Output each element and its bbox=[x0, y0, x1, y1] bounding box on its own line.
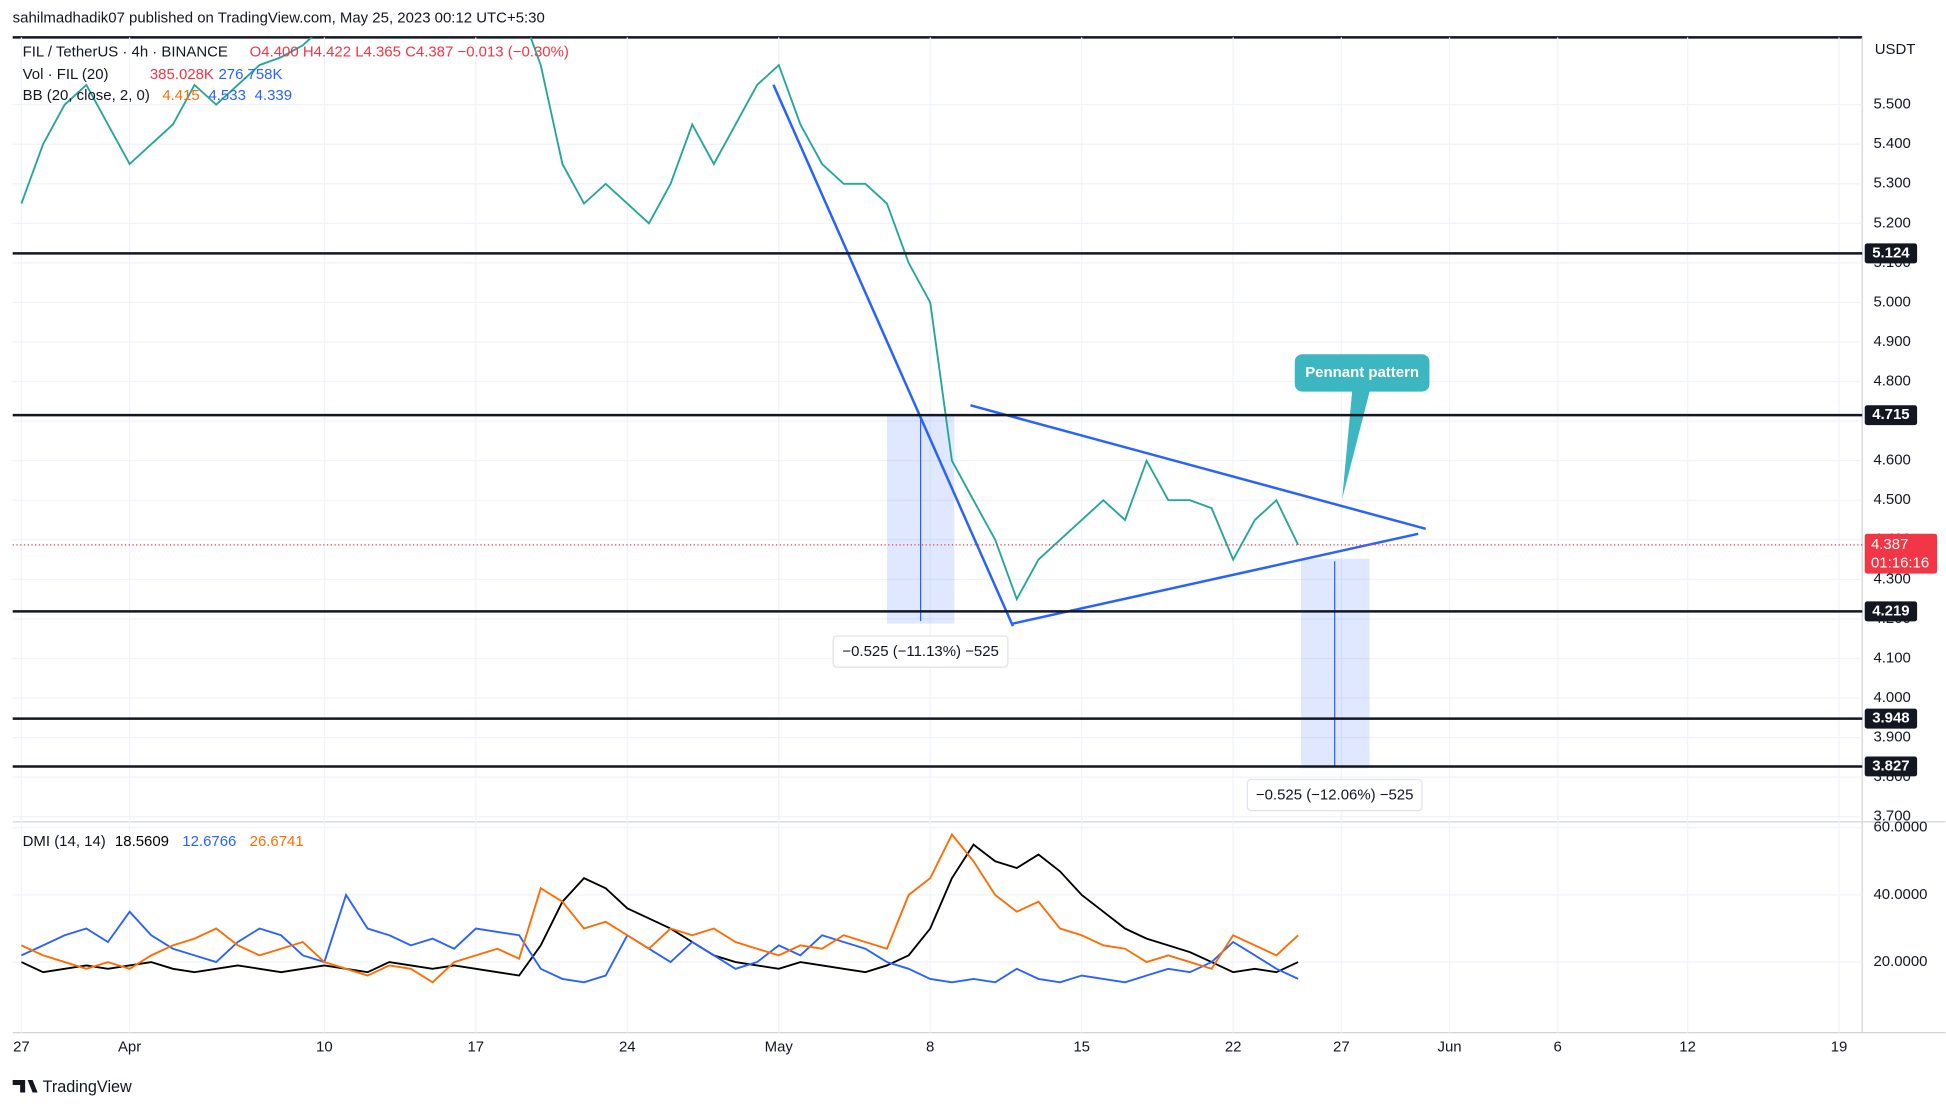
level-label: 4.219 bbox=[1872, 602, 1909, 619]
dmi-layer bbox=[21, 832, 1299, 984]
dmi-line bbox=[21, 832, 1299, 984]
y-tick-label: 5.000 bbox=[1873, 293, 1910, 310]
last-price-tag bbox=[1864, 533, 1938, 574]
level-label: 4.715 bbox=[1872, 406, 1909, 423]
dmi-line bbox=[21, 892, 1299, 984]
bb-value: 4.339 bbox=[255, 87, 292, 104]
measure-text: −0.525 (−11.13%) −525 bbox=[842, 643, 998, 660]
ohlc: O4.400 H4.422 L4.365 C4.387 −0.013 (−0.3… bbox=[250, 43, 569, 60]
x-tick-label: 27 bbox=[13, 1039, 30, 1056]
y-tick-label: 5.200 bbox=[1873, 214, 1910, 231]
currency: USDT bbox=[1875, 41, 1916, 58]
x-tick-label: 10 bbox=[316, 1039, 333, 1056]
x-tick-label: 8 bbox=[926, 1039, 934, 1056]
level-tag bbox=[1864, 405, 1918, 426]
x-tick-label: 22 bbox=[1225, 1039, 1242, 1056]
trendline bbox=[772, 84, 1015, 627]
y-tick-label: 4.500 bbox=[1873, 491, 1910, 508]
level-tag bbox=[1864, 708, 1918, 729]
y-tick-label: 5.300 bbox=[1873, 175, 1910, 192]
price-layer bbox=[20, 37, 1299, 602]
dmi-title: DMI (14, 14) bbox=[23, 833, 106, 850]
x-tick-label: Jun bbox=[1437, 1039, 1461, 1056]
grid bbox=[12, 37, 1863, 1033]
dmi-legend-value: 12.6766 bbox=[182, 833, 236, 850]
level-label: 5.124 bbox=[1872, 244, 1910, 261]
measure-text: −0.525 (−12.06%) −525 bbox=[1256, 787, 1414, 804]
symbol: FIL / TetherUS · 4h · BINANCE bbox=[23, 43, 228, 60]
y-tick-label: 20.0000 bbox=[1873, 953, 1927, 970]
x-tick-label: 19 bbox=[1831, 1039, 1848, 1056]
y-tick-label: 3.700 bbox=[1873, 808, 1910, 825]
x-tick-label: 15 bbox=[1073, 1039, 1090, 1056]
trendline bbox=[1012, 532, 1419, 625]
trendline bbox=[970, 404, 1427, 531]
level-label: 3.948 bbox=[1872, 710, 1909, 727]
measure-label bbox=[832, 635, 1009, 668]
last-price-label: 4.387 bbox=[1871, 536, 1908, 553]
x-tick-label: 17 bbox=[467, 1039, 484, 1056]
x-tick-label: 27 bbox=[1333, 1039, 1350, 1056]
measure-label bbox=[1246, 778, 1423, 812]
volume-value: 385.028K bbox=[150, 66, 214, 83]
level-tag bbox=[1864, 756, 1918, 777]
bb-value: 4.533 bbox=[208, 87, 245, 104]
y-tick-label: 60.0000 bbox=[1873, 819, 1927, 836]
level-tag bbox=[1864, 601, 1918, 622]
y-tick-label: 3.900 bbox=[1873, 729, 1910, 746]
callout-text: Pennant pattern bbox=[1305, 364, 1419, 381]
level-tag bbox=[1864, 243, 1918, 264]
callout bbox=[1294, 354, 1430, 499]
level-label: 3.827 bbox=[1872, 757, 1909, 774]
publisher: sahilmadhadik07 published on TradingView… bbox=[13, 10, 545, 27]
volume-value: 276.758K bbox=[218, 66, 282, 83]
y-tick-label: 5.400 bbox=[1873, 135, 1910, 152]
bb-value: 4.415 bbox=[162, 87, 199, 104]
volume-label: Vol · FIL (20) bbox=[23, 66, 109, 83]
x-tick-label: 24 bbox=[619, 1039, 636, 1056]
y-tick-label: 5.500 bbox=[1873, 96, 1910, 113]
footer: TradingView bbox=[43, 1078, 132, 1096]
x-tick-label: 6 bbox=[1554, 1039, 1562, 1056]
bb-label: BB (20, close, 2, 0) bbox=[23, 87, 150, 104]
y-tick-label: 4.300 bbox=[1873, 570, 1910, 587]
price-line bbox=[20, 37, 1299, 602]
y-tick-label: 4.000 bbox=[1873, 689, 1910, 706]
countdown: 01:16:16 bbox=[1871, 555, 1929, 572]
x-tick-label: Apr bbox=[118, 1039, 141, 1056]
x-tick-label: May bbox=[765, 1039, 794, 1056]
dmi-line bbox=[21, 843, 1299, 977]
y-tick-label: 4.600 bbox=[1873, 452, 1910, 469]
y-tick-label: 4.100 bbox=[1873, 649, 1910, 666]
x-tick-label: 12 bbox=[1679, 1039, 1696, 1056]
y-tick-label: 4.900 bbox=[1873, 333, 1910, 350]
dmi-legend-value: 18.5609 bbox=[115, 833, 169, 850]
y-tick-label: 40.0000 bbox=[1873, 886, 1927, 903]
dmi-legend-value: 26.6741 bbox=[250, 833, 304, 850]
y-tick-label: 4.800 bbox=[1873, 373, 1910, 390]
